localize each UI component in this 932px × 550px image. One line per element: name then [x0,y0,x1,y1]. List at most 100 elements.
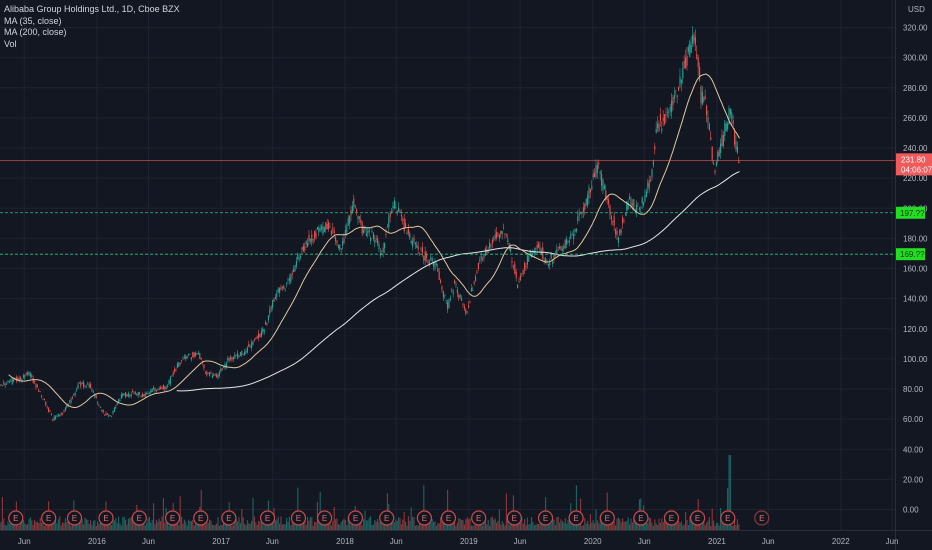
volume-bar [28,519,30,530]
volume-bar [375,521,377,530]
volume-bar [6,525,8,530]
volume-bar [413,517,415,530]
volume-bar [470,525,472,530]
candle-body [713,163,715,165]
volume-bar [428,518,430,530]
candle-body [336,240,338,244]
candle-body [482,258,484,260]
volume-bar [132,519,134,530]
candle-body [706,105,708,116]
volume-bar [42,520,44,530]
level-tag [896,206,925,219]
time-axis[interactable]: Jun 2016 Jun 2017 Jun 2018 Jun 2019 Jun 2020 Jun 20… [18,537,899,546]
candle-body [728,107,730,125]
volume-bar [371,524,373,530]
volume-bar [25,524,27,530]
candle-body [126,394,128,397]
volume-bar [224,523,226,530]
candle-body [458,295,460,299]
volume-bar [246,520,248,530]
volume-bar [84,517,86,530]
candle-body [64,407,66,411]
volume-bar [277,516,279,530]
volume-bar [501,520,503,530]
candle-body [430,257,432,260]
volume-bar [710,525,712,530]
volume-bar [214,524,216,530]
volume-bar [298,525,300,530]
candle-body [210,372,212,374]
volume-bar [62,522,64,530]
volume-bar [528,524,530,530]
candle-body [437,268,439,272]
volume-bar [3,518,5,530]
candle-body [241,351,243,355]
candle-body [116,403,118,406]
horizontal-levels[interactable] [0,159,895,255]
candle-body [536,244,538,249]
candle-body [560,246,562,251]
volume-bar [314,521,316,530]
volume-bar [231,525,233,530]
candle-body [337,244,339,248]
ma200-legend[interactable]: MA (200, close) [4,27,67,37]
candle-body [636,204,638,214]
candle-body [704,95,706,99]
candle-body [406,232,408,235]
volume-bar [262,523,264,530]
earnings-marker-label: E [46,514,51,523]
candle-body [543,259,545,261]
candle-body [253,339,255,341]
volume-bar [365,520,367,530]
volume-bar [514,525,516,530]
candle-body [28,372,30,376]
volume-bar [329,517,331,530]
candle-body [370,237,372,241]
earnings-markers[interactable]: EEEEEEEEEEEEEEEEEEEEEEEEEE [0,510,770,526]
volume-bar [213,525,215,530]
earnings-marker [8,510,24,526]
volume-bar [11,522,13,530]
volume-legend[interactable]: Vol [4,38,17,49]
candle-body [503,227,505,228]
volume-bar [630,518,632,530]
ma35-legend[interactable]: MA (35, close) [4,15,62,26]
volume-bar [21,516,23,530]
candle-body [301,247,303,250]
price-axis[interactable]: USD 320.00 300.00 280.00 260.00 240.00 220.00… [903,5,928,515]
volume-bar [238,517,240,530]
candle-body [244,351,246,355]
candle-body [141,393,143,397]
candle-body [195,352,197,356]
volume-bar [458,518,460,530]
earnings-marker-label: E [669,514,674,523]
volume-bar [543,524,545,530]
candle-body [487,250,489,253]
candle-body [98,404,100,406]
volume-bar [144,525,146,530]
candle-body [125,392,127,397]
symbol-title[interactable]: Alibaba Group Holdings Ltd., 1D, Cboe BZ… [4,4,180,14]
volume-bar [66,521,68,530]
candle-body [717,152,719,162]
volume-bar [472,525,474,530]
volume-bar [465,519,467,530]
volume-bar [182,523,184,530]
candle-body [444,294,446,296]
volume-bar [29,517,31,530]
volume-bar [18,525,20,530]
volume-bar [146,522,148,530]
candle-body [288,278,290,281]
candle-body [45,401,47,406]
candle-body [304,246,306,251]
volume-bar [735,525,737,530]
earnings-marker [471,510,487,526]
volume-bar [189,521,191,530]
volume-bar [493,519,495,530]
volume-bar [186,525,188,530]
volume-bar [666,522,668,530]
volume-bar [31,520,33,530]
volume-bar [123,516,125,530]
